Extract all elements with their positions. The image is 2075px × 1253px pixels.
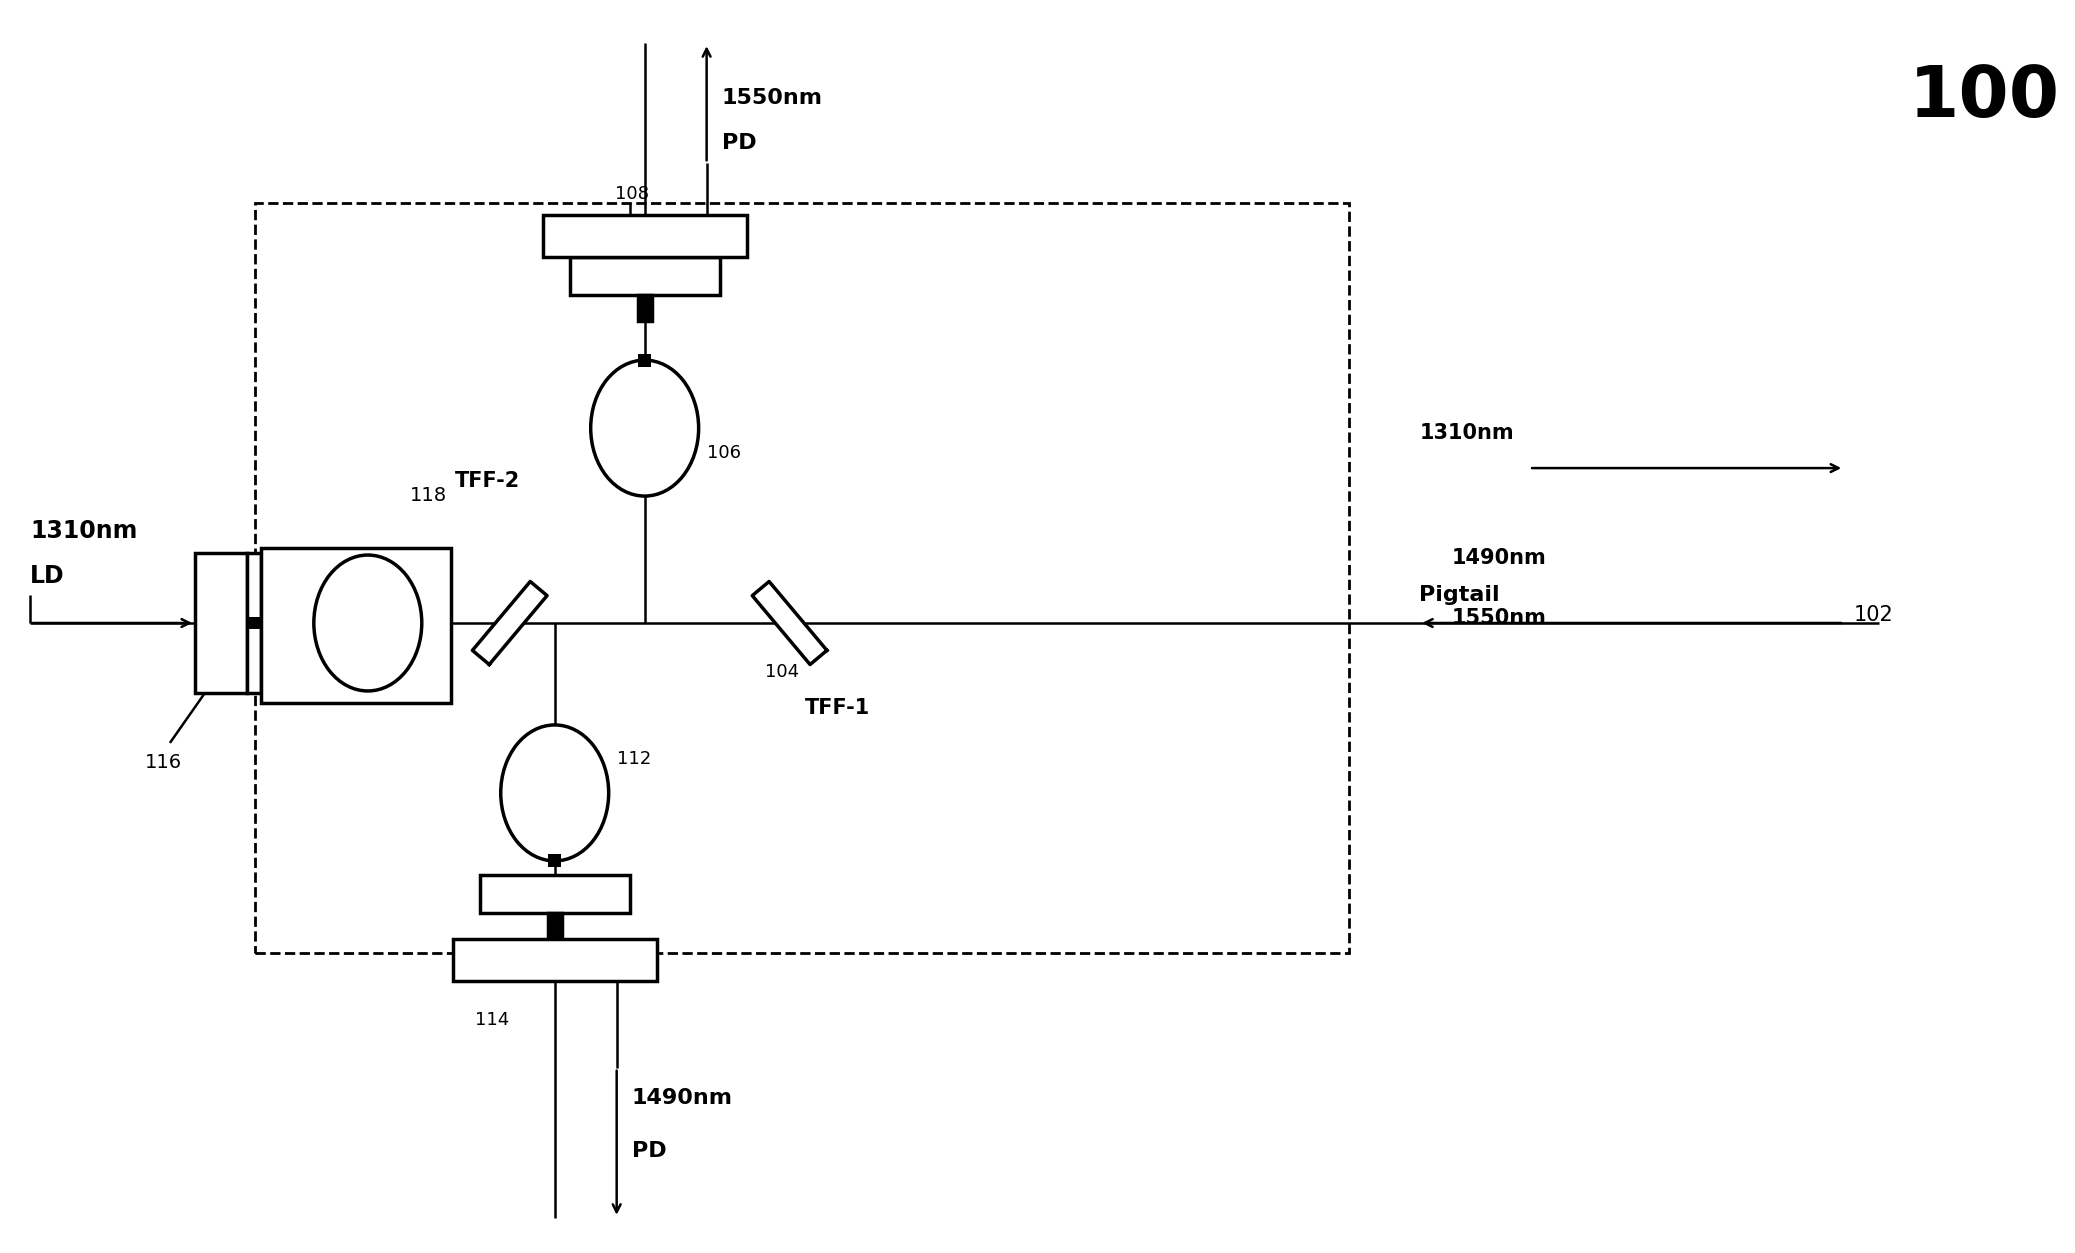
Text: TFF-1: TFF-1 [805,698,869,718]
Ellipse shape [500,725,608,861]
Bar [261,548,450,703]
Bar [639,353,652,367]
Text: 1550nm: 1550nm [722,88,822,108]
Text: 102: 102 [1855,605,1894,625]
Text: 100: 100 [1909,64,2060,133]
Bar [195,553,247,693]
Ellipse shape [591,360,699,496]
Text: 108: 108 [614,185,649,203]
Text: 104: 104 [764,663,799,680]
Text: 1490nm: 1490nm [631,1088,732,1108]
Bar [544,216,747,257]
Bar [571,257,720,296]
Text: 1550nm: 1550nm [1450,608,1546,628]
Text: PD: PD [722,133,755,153]
Bar [637,296,652,321]
Text: 106: 106 [708,444,741,462]
Bar [452,938,656,981]
Polygon shape [753,581,828,664]
Text: PD: PD [631,1140,666,1160]
Text: 112: 112 [616,751,652,768]
Text: 116: 116 [145,753,183,772]
Bar [247,553,261,693]
Text: 1310nm: 1310nm [1419,424,1515,444]
Bar [255,203,1349,952]
Text: 114: 114 [475,1011,508,1029]
Text: TFF-2: TFF-2 [454,471,521,491]
Text: Pigtail: Pigtail [1419,585,1500,605]
Text: LD: LD [29,564,64,588]
Text: 1490nm: 1490nm [1450,548,1546,568]
Bar [479,875,629,913]
Bar [548,913,562,938]
Text: 1310nm: 1310nm [29,519,137,543]
Ellipse shape [313,555,421,690]
Text: 118: 118 [409,486,446,505]
Polygon shape [473,581,548,664]
Bar [247,616,259,629]
Bar [548,855,560,867]
